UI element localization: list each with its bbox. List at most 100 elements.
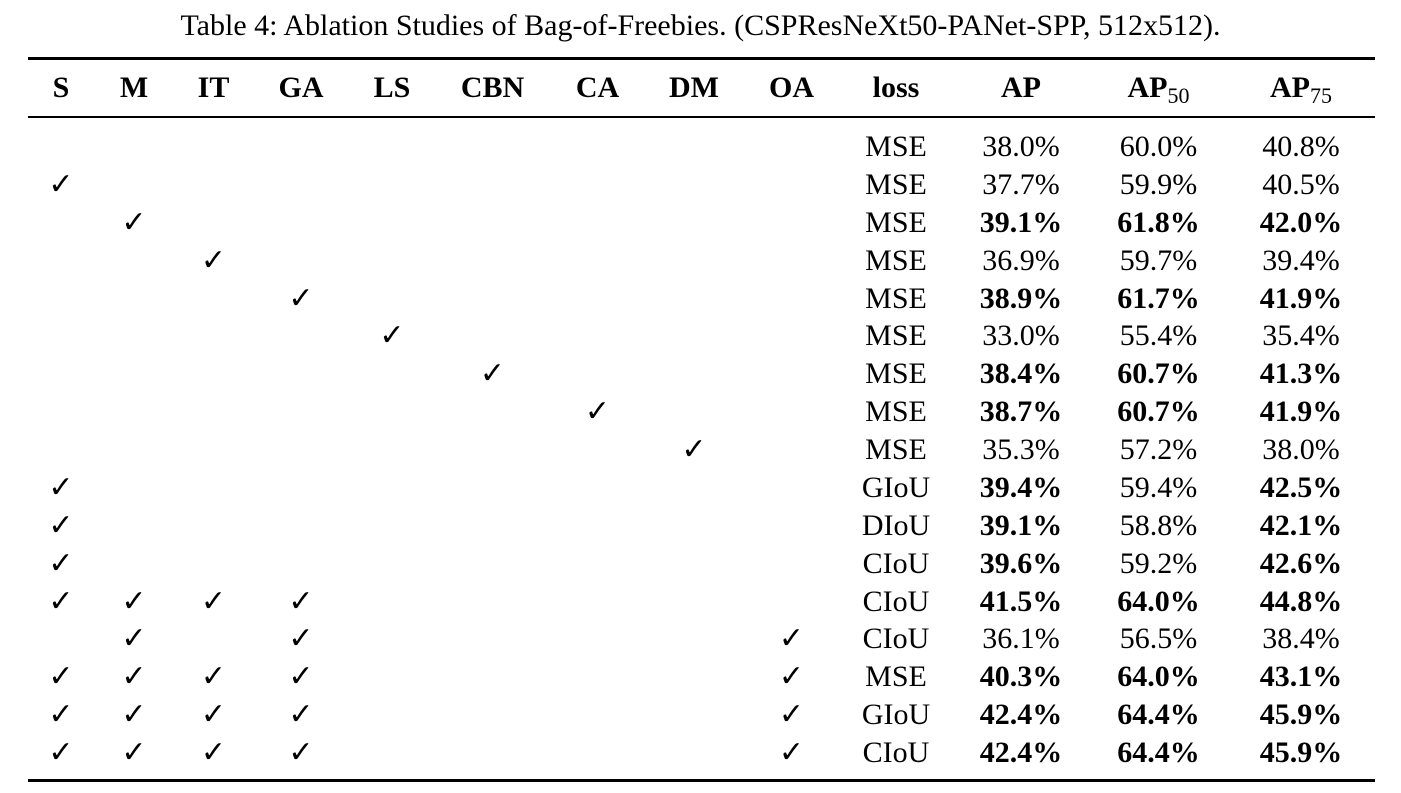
empty-cell: [349, 507, 435, 545]
empty-cell: [743, 545, 840, 583]
check-icon: ✓: [121, 660, 147, 694]
ap-cell: 39.1%: [979, 205, 1063, 239]
ap50-cell: 59.2%: [1119, 546, 1198, 580]
empty-cell: [435, 242, 550, 280]
empty-cell: [743, 469, 840, 507]
empty-cell: [645, 469, 743, 507]
ap50-cell: 64.4%: [1117, 736, 1200, 769]
empty-cell: [349, 620, 435, 658]
ap-cell: 38.7%: [979, 395, 1063, 429]
empty-cell: [349, 696, 435, 734]
empty-cell: [435, 317, 550, 355]
check-icon: ✓: [48, 584, 74, 618]
table-top-rule: [28, 57, 1375, 60]
empty-cell: [435, 431, 550, 469]
ap-cell: 35.3%: [982, 433, 1060, 466]
check-icon: ✓: [200, 698, 227, 732]
ap75-cell: 38.0%: [1262, 433, 1340, 466]
check-icon: ✓: [288, 622, 314, 656]
loss-cell: DIoU: [861, 508, 931, 542]
empty-cell: [28, 620, 94, 658]
check-icon: ✓: [479, 357, 506, 391]
empty-cell: [28, 431, 94, 469]
empty-cell: [253, 166, 349, 204]
check-icon: ✓: [48, 508, 74, 542]
ap50-cell: 60.7%: [1117, 357, 1200, 391]
empty-cell: [349, 280, 435, 318]
empty-cell: [743, 204, 840, 242]
empty-cell: [253, 242, 349, 280]
empty-cell: [435, 128, 550, 166]
empty-cell: [28, 317, 94, 355]
empty-cell: [174, 545, 253, 583]
check-icon: ✓: [778, 736, 805, 769]
column-header-cbn: CBN: [435, 60, 550, 116]
empty-cell: [743, 166, 840, 204]
ap50-cell: 59.4%: [1119, 470, 1198, 504]
ap75-cell: 40.5%: [1262, 167, 1340, 201]
ap75-cell: 39.4%: [1262, 243, 1340, 277]
empty-cell: [550, 507, 645, 545]
empty-cell: [174, 280, 253, 318]
empty-cell: [94, 507, 174, 545]
empty-cell: [645, 507, 743, 545]
check-icon: ✓: [48, 546, 74, 580]
loss-cell: MSE: [865, 205, 927, 239]
column-header-ls: LS: [349, 60, 435, 116]
empty-cell: [435, 620, 550, 658]
ap50-cell: 64.0%: [1117, 660, 1200, 694]
empty-cell: [28, 204, 94, 242]
column-header-label: AP: [1127, 71, 1168, 104]
empty-cell: [550, 658, 645, 696]
ap50-cell: 64.4%: [1117, 698, 1200, 732]
check-icon: ✓: [48, 167, 74, 201]
empty-cell: [550, 620, 645, 658]
empty-cell: [550, 317, 645, 355]
column-header-ca: CA: [550, 60, 645, 116]
check-icon: ✓: [121, 736, 147, 769]
check-icon: ✓: [121, 622, 147, 656]
ap50-cell: 57.2%: [1119, 433, 1198, 466]
empty-cell: [645, 583, 743, 621]
loss-cell: MSE: [865, 281, 927, 315]
ap50-cell: 61.7%: [1117, 281, 1200, 315]
check-icon: ✓: [200, 736, 227, 769]
column-header-label: LS: [373, 71, 411, 104]
column-header-ap50: AP50: [1090, 60, 1227, 116]
empty-cell: [94, 545, 174, 583]
empty-cell: [743, 583, 840, 621]
empty-cell: [253, 507, 349, 545]
table-header-rule: [28, 116, 1375, 118]
loss-cell: MSE: [865, 433, 927, 466]
check-icon: ✓: [584, 395, 611, 429]
check-icon: ✓: [121, 205, 147, 239]
empty-cell: [435, 166, 550, 204]
check-icon: ✓: [288, 736, 314, 769]
loss-cell: CIoU: [862, 584, 930, 618]
column-header-label: OA: [769, 71, 814, 104]
empty-cell: [253, 355, 349, 393]
empty-cell: [743, 393, 840, 431]
ap75-cell: 42.1%: [1259, 508, 1343, 542]
empty-cell: [743, 280, 840, 318]
ap-cell: 33.0%: [982, 319, 1060, 353]
empty-cell: [28, 393, 94, 431]
empty-cell: [349, 431, 435, 469]
empty-cell: [174, 469, 253, 507]
empty-cell: [94, 317, 174, 355]
ap75-cell: 38.4%: [1262, 622, 1340, 656]
empty-cell: [743, 317, 840, 355]
empty-cell: [174, 204, 253, 242]
check-icon: ✓: [48, 736, 74, 769]
empty-cell: [645, 620, 743, 658]
ap-cell: 39.1%: [979, 508, 1063, 542]
empty-cell: [645, 280, 743, 318]
loss-cell: CIoU: [862, 622, 930, 656]
empty-cell: [253, 393, 349, 431]
empty-cell: [174, 431, 253, 469]
check-icon: ✓: [778, 660, 805, 694]
ap-cell: 37.7%: [982, 167, 1060, 201]
empty-cell: [435, 469, 550, 507]
ap-cell: 36.9%: [982, 243, 1060, 277]
empty-cell: [435, 545, 550, 583]
